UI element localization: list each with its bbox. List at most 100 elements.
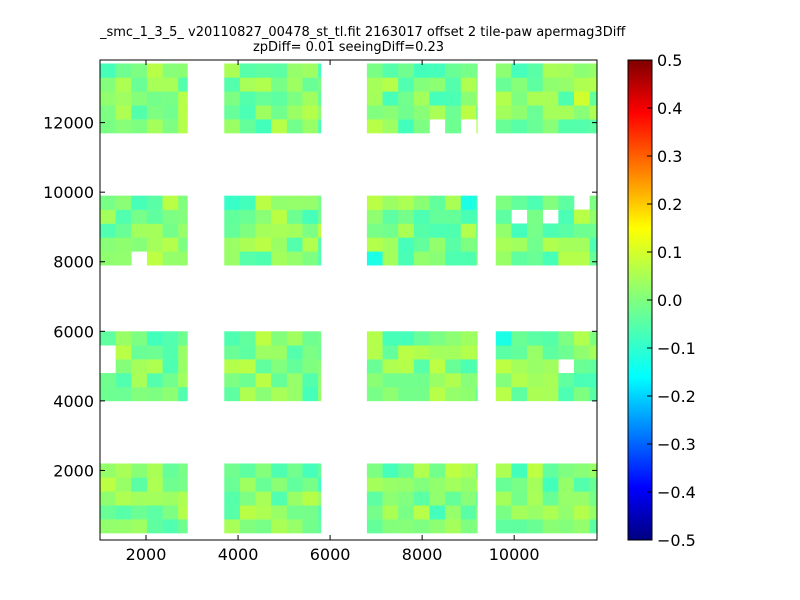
heatmap-cell (429, 251, 446, 266)
heatmap-cell (445, 119, 462, 134)
heatmap-cell (224, 491, 241, 506)
heatmap-cell (366, 331, 383, 346)
heatmap-cell (302, 223, 319, 238)
heatmap-cell (239, 373, 256, 388)
heatmap-cell (460, 386, 477, 402)
heatmap-cell (460, 463, 477, 478)
heatmap-cell (542, 331, 559, 346)
heatmap-cell (178, 195, 188, 210)
heatmap-cell (115, 386, 132, 402)
heatmap-cell (302, 63, 319, 78)
heatmap-cell (589, 105, 597, 120)
heatmap-cell (495, 105, 512, 120)
heatmap-cell (271, 373, 288, 388)
heatmap-cell (286, 223, 303, 238)
heatmap-cell (413, 386, 430, 402)
heatmap-cell (100, 491, 116, 506)
heatmap-cell (271, 105, 288, 120)
heatmap-cell (445, 386, 462, 402)
heatmap-cell (318, 331, 322, 346)
heatmap-cell (511, 77, 528, 92)
heatmap-cell (302, 491, 319, 506)
heatmap-cell (382, 77, 399, 92)
heatmap-cell (224, 119, 241, 134)
heatmap-cell (286, 63, 303, 78)
heatmap-cell (115, 477, 132, 492)
heatmap-cell (445, 519, 462, 534)
heatmap-cell (495, 359, 512, 374)
heatmap-cell (271, 386, 288, 402)
heatmap-cell (382, 491, 399, 506)
heatmap-cell (542, 359, 559, 374)
y-tick-label: 12000 (43, 114, 94, 133)
heatmap-cell (476, 91, 478, 106)
heatmap-cell (271, 237, 288, 252)
heatmap-cell (429, 519, 446, 534)
heatmap-cell (476, 119, 478, 134)
heatmap-cell (366, 373, 383, 388)
heatmap-cell (511, 491, 528, 506)
heatmap-cell (382, 386, 399, 402)
heatmap-cell (224, 105, 241, 120)
heatmap-cell (271, 359, 288, 374)
heatmap-cell (366, 477, 383, 492)
heatmap-cell (589, 77, 597, 92)
heatmap-cell (100, 463, 116, 478)
heatmap-cell (413, 237, 430, 252)
heatmap-cell (162, 223, 179, 238)
heatmap-cell (476, 386, 478, 402)
heatmap-cell (495, 491, 512, 506)
heatmap-cell (476, 519, 478, 534)
heatmap-cell (178, 345, 188, 360)
heatmap-cell (382, 359, 399, 374)
heatmap-cell (224, 477, 241, 492)
heatmap-cell (558, 373, 575, 388)
heatmap-cell (495, 237, 512, 252)
heatmap-cell (162, 209, 179, 224)
heatmap-cell (100, 77, 116, 92)
heatmap-cell (382, 331, 399, 346)
heatmap-cell (495, 63, 512, 78)
heatmap-cell (429, 386, 446, 402)
colorbar-tick-label: 0.2 (657, 195, 682, 214)
heatmap-cell (527, 251, 543, 266)
heatmap-cell (286, 345, 303, 360)
heatmap-cell (558, 505, 575, 520)
heatmap-cell (286, 105, 303, 120)
heatmap-cell (398, 195, 415, 210)
heatmap-cell (271, 505, 288, 520)
heatmap-cell (100, 251, 116, 266)
heatmap-cell (460, 359, 477, 374)
heatmap-cell (382, 91, 399, 106)
heatmap-cell (366, 237, 383, 252)
heatmap-cell (542, 105, 559, 120)
heatmap-cell (476, 237, 478, 252)
heatmap-cell (318, 77, 322, 92)
heatmap-cell (271, 119, 288, 134)
heatmap-cell (178, 105, 188, 120)
heatmap-cell (366, 105, 383, 120)
heatmap-cell (573, 373, 590, 388)
heatmap-cell (178, 359, 188, 374)
heatmap-cell (573, 105, 590, 120)
heatmap-cell (318, 505, 322, 520)
heatmap-cell (162, 251, 179, 266)
heatmap-cell (476, 463, 478, 478)
heatmap-cell (445, 359, 462, 374)
heatmap-cell (131, 477, 148, 492)
heatmap-cell (131, 386, 148, 402)
heatmap-cell (100, 195, 116, 210)
heatmap-cell (476, 331, 478, 346)
heatmap-cell (115, 91, 132, 106)
heatmap-cell (302, 386, 319, 402)
heatmap-cell (429, 345, 446, 360)
heatmap-cell (239, 505, 256, 520)
colorbar-tick-label: 0.4 (657, 99, 682, 118)
heatmap-cell (286, 209, 303, 224)
heatmap-cell (495, 505, 512, 520)
heatmap-cell (511, 63, 528, 78)
heatmap-cell (495, 91, 512, 106)
heatmap-cell (413, 251, 430, 266)
heatmap-cell (413, 209, 430, 224)
